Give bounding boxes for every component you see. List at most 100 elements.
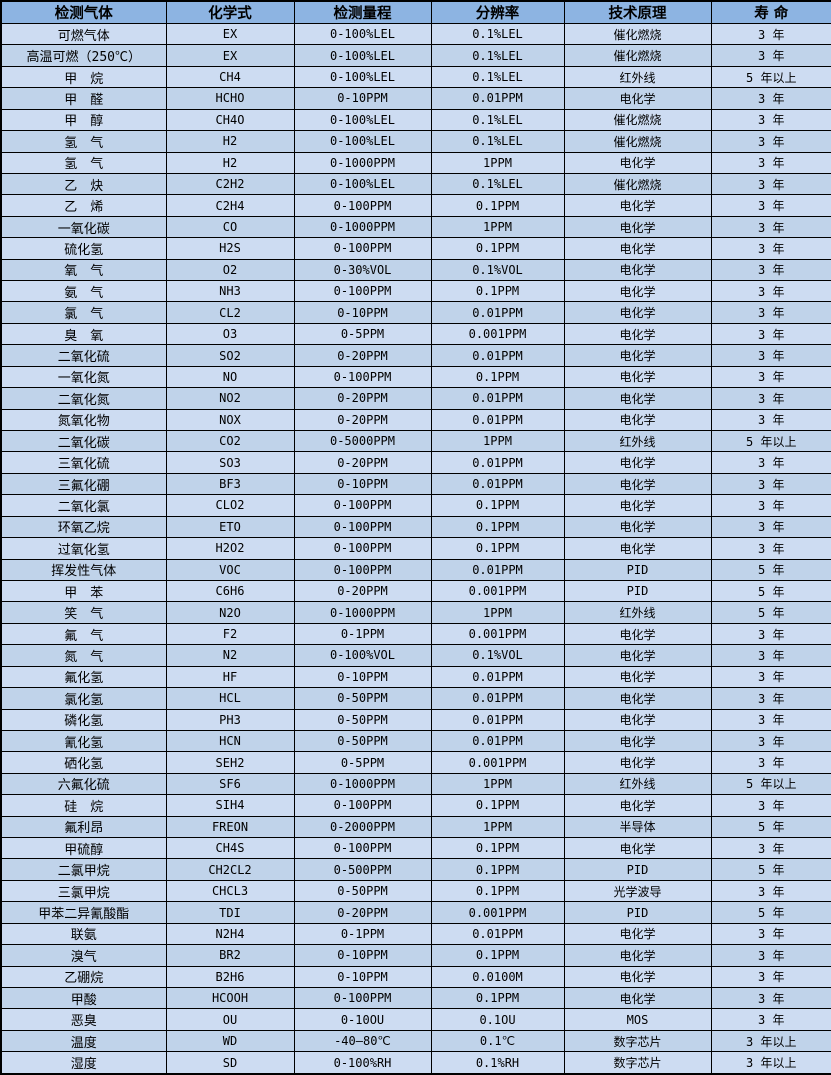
cell-formula: EX [165, 22, 295, 46]
table-row: 温度 WD -40—80℃ 0.1℃ 数字芯片 3 年以上 [0, 1029, 831, 1053]
cell-lifespan: 3 年 [710, 172, 831, 196]
cell-range: 0-20PPM [293, 901, 432, 924]
cell-lifespan: 3 年 [710, 408, 831, 432]
cell-principle: 电化学 [563, 322, 712, 346]
cell-formula: EX [165, 44, 295, 67]
table-row: 甲硫醇 CH4S 0-100PPM 0.1PPM 电化学 3 年 [0, 837, 831, 860]
table-row: 二氯甲烷 CH2CL2 0-500PPM 0.1PPM PID 5 年 [0, 858, 831, 881]
table-row: 一氧化氮 NO 0-100PPM 0.1PPM 电化学 3 年 [0, 365, 831, 389]
cell-principle: 电化学 [563, 708, 712, 731]
cell-formula: NO [165, 365, 295, 389]
cell-gas-name: 溴气 [0, 944, 167, 967]
cell-resolution: 0.01PPM [430, 387, 565, 410]
cell-range: 0-1PPM [293, 922, 432, 946]
table-row: 甲 醛 HCHO 0-10PPM 0.01PPM 电化学 3 年 [0, 87, 831, 110]
cell-formula: CLO2 [165, 494, 295, 517]
cell-range: 0-5000PPM [293, 430, 432, 453]
cell-lifespan: 3 年 [710, 515, 831, 539]
cell-formula: N2O [165, 601, 295, 624]
cell-gas-name: 联氨 [0, 922, 167, 946]
cell-formula: TDI [165, 901, 295, 924]
cell-principle: 电化学 [563, 965, 712, 988]
cell-formula: CH4O [165, 108, 295, 132]
column-header-lifespan: 寿 命 [710, 0, 831, 24]
cell-principle: 红外线 [563, 601, 712, 624]
cell-resolution: 0.1PPM [430, 515, 565, 539]
cell-range: 0-100%LEL [293, 108, 432, 132]
cell-resolution: 0.01PPM [430, 729, 565, 753]
cell-lifespan: 3 年 [710, 472, 831, 496]
cell-gas-name: 三氟化硼 [0, 472, 167, 496]
table-row: 硒化氢 SEH2 0-5PPM 0.001PPM 电化学 3 年 [0, 751, 831, 774]
cell-principle: 半导体 [563, 815, 712, 839]
cell-range: 0-100%RH [293, 1051, 432, 1075]
cell-gas-name: 硅 烷 [0, 794, 167, 817]
cell-lifespan: 3 年 [710, 322, 831, 346]
cell-formula: B2H6 [165, 965, 295, 988]
cell-principle: 电化学 [563, 237, 712, 260]
cell-lifespan: 3 年 [710, 237, 831, 260]
cell-principle: 电化学 [563, 794, 712, 817]
cell-resolution: 0.01PPM [430, 344, 565, 367]
cell-formula: CH4S [165, 837, 295, 860]
cell-range: 0-1000PPM [293, 151, 432, 174]
cell-gas-name: 氯化氢 [0, 687, 167, 710]
cell-lifespan: 3 年 [710, 215, 831, 239]
cell-principle: 电化学 [563, 215, 712, 239]
table-row: 氟化氢 HF 0-10PPM 0.01PPM 电化学 3 年 [0, 665, 831, 689]
cell-principle: 电化学 [563, 258, 712, 282]
cell-resolution: 0.1PPM [430, 986, 565, 1010]
cell-principle: 电化学 [563, 301, 712, 324]
cell-gas-name: 三氧化硫 [0, 451, 167, 474]
cell-principle: 催化燃烧 [563, 130, 712, 153]
cell-lifespan: 5 年以上 [710, 772, 831, 796]
cell-lifespan: 3 年 [710, 644, 831, 667]
cell-lifespan: 3 年 [710, 944, 831, 967]
cell-range: 0-100PPM [293, 537, 432, 560]
cell-gas-name: 甲 烷 [0, 65, 167, 89]
cell-gas-name: 氧 气 [0, 258, 167, 282]
cell-formula: SIH4 [165, 794, 295, 817]
cell-resolution: 0.1%RH [430, 1051, 565, 1075]
cell-range: 0-5PPM [293, 751, 432, 774]
cell-lifespan: 3 年 [710, 494, 831, 517]
cell-formula: O2 [165, 258, 295, 282]
cell-principle: 电化学 [563, 622, 712, 646]
table-row: 甲酸 HCOOH 0-100PPM 0.1PPM 电化学 3 年 [0, 986, 831, 1010]
cell-lifespan: 3 年 [710, 922, 831, 946]
cell-resolution: 0.1PPM [430, 879, 565, 903]
cell-range: 0-1000PPM [293, 601, 432, 624]
cell-gas-name: 二氧化碳 [0, 430, 167, 453]
cell-lifespan: 3 年 [710, 537, 831, 560]
table-row: 甲 醇 CH4O 0-100%LEL 0.1%LEL 催化燃烧 3 年 [0, 108, 831, 132]
cell-resolution: 1PPM [430, 772, 565, 796]
cell-range: 0-2000PPM [293, 815, 432, 839]
cell-lifespan: 3 年 [710, 387, 831, 410]
cell-formula: H2S [165, 237, 295, 260]
cell-range: 0-5PPM [293, 322, 432, 346]
cell-formula: CO2 [165, 430, 295, 453]
table-row: 硫化氢 H2S 0-100PPM 0.1PPM 电化学 3 年 [0, 237, 831, 260]
cell-lifespan: 3 年 [710, 708, 831, 731]
cell-lifespan: 3 年 [710, 258, 831, 282]
cell-range: 0-10PPM [293, 944, 432, 967]
cell-gas-name: 乙 烯 [0, 194, 167, 217]
table-row: 溴气 BR2 0-10PPM 0.1PPM 电化学 3 年 [0, 944, 831, 967]
cell-principle: 电化学 [563, 387, 712, 410]
table-row: 笑 气 N2O 0-1000PPM 1PPM 红外线 5 年 [0, 601, 831, 624]
cell-formula: CO [165, 215, 295, 239]
cell-resolution: 0.01PPM [430, 708, 565, 731]
cell-formula: FREON [165, 815, 295, 839]
cell-gas-name: 氯 气 [0, 301, 167, 324]
cell-resolution: 0.001PPM [430, 901, 565, 924]
cell-principle: 电化学 [563, 537, 712, 560]
cell-gas-name: 六氟化硫 [0, 772, 167, 796]
cell-resolution: 0.1PPM [430, 858, 565, 881]
cell-principle: 红外线 [563, 65, 712, 89]
cell-gas-name: 氟化氢 [0, 665, 167, 689]
table-row: 臭 氧 O3 0-5PPM 0.001PPM 电化学 3 年 [0, 322, 831, 346]
cell-gas-name: 氟利昂 [0, 815, 167, 839]
cell-gas-name: 臭 氧 [0, 322, 167, 346]
table-row: 三氯甲烷 CHCL3 0-50PPM 0.1PPM 光学波导 3 年 [0, 879, 831, 903]
cell-lifespan: 5 年 [710, 858, 831, 881]
